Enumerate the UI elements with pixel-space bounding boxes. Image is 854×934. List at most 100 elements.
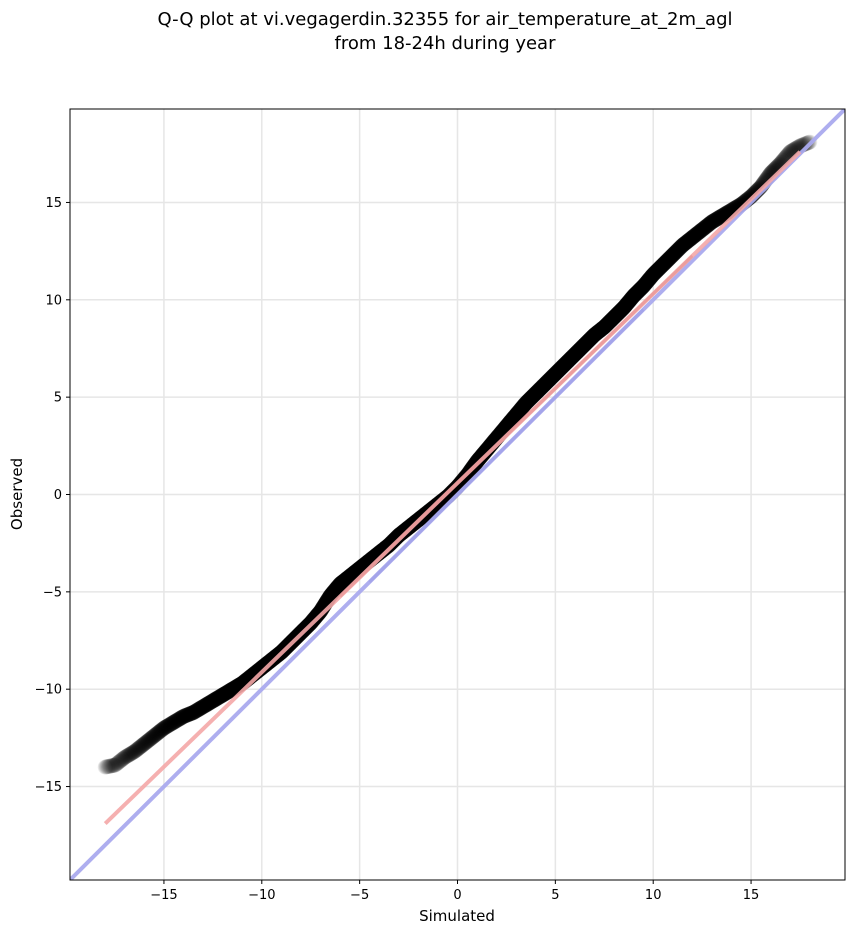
qq-point — [673, 239, 689, 255]
qq-point — [159, 718, 175, 734]
qq-point — [97, 759, 113, 775]
qq-point — [100, 759, 116, 775]
qq-point — [713, 209, 729, 225]
qq-point — [222, 683, 238, 699]
x-axis-label: Simulated — [419, 907, 495, 925]
qq-point — [194, 699, 210, 715]
qq-point — [667, 245, 683, 261]
qq-point — [223, 682, 239, 698]
qq-point — [149, 726, 165, 742]
qq-point — [146, 728, 162, 744]
qq-point — [197, 698, 213, 714]
qq-point — [683, 231, 699, 247]
qq-point — [216, 686, 232, 702]
qq-point — [171, 711, 187, 727]
qq-point — [702, 215, 718, 231]
qq-point — [220, 684, 236, 700]
qq-point — [715, 207, 731, 223]
qq-point — [114, 752, 130, 768]
qq-point — [125, 744, 141, 760]
qq-point — [142, 731, 158, 747]
qq-point — [205, 693, 221, 709]
qq-point — [687, 228, 703, 244]
qq-point — [153, 722, 169, 738]
qq-point — [99, 759, 115, 775]
qq-point — [183, 706, 199, 722]
x-tick-label: 15 — [743, 888, 760, 903]
qq-point — [184, 705, 200, 721]
qq-point — [115, 751, 131, 767]
chart-title: Q-Q plot at vi.vegagerdin.32355 for air_… — [0, 8, 854, 56]
qq-point — [648, 264, 664, 280]
qq-point — [179, 707, 195, 723]
qq-point — [220, 684, 236, 700]
qq-point — [662, 250, 678, 266]
qq-point — [121, 747, 137, 763]
y-tick-label: 5 — [54, 391, 62, 406]
qq-point — [155, 721, 171, 737]
qq-point — [118, 748, 134, 764]
qq-point — [150, 725, 166, 741]
qq-point — [655, 257, 671, 273]
qq-point — [657, 255, 673, 271]
qq-point — [213, 688, 229, 704]
qq-point — [196, 698, 212, 714]
qq-point — [206, 692, 222, 708]
qq-point — [158, 719, 174, 735]
qq-point — [224, 682, 240, 698]
qq-point — [676, 236, 692, 252]
qq-point — [123, 745, 139, 761]
y-tick-label: −10 — [35, 683, 62, 698]
qq-point — [693, 222, 709, 238]
qq-point — [107, 757, 123, 773]
qq-point — [140, 732, 156, 748]
qq-point — [693, 223, 709, 239]
qq-point — [684, 230, 700, 245]
qq-point — [189, 702, 205, 718]
qq-point — [143, 731, 159, 747]
qq-point — [649, 262, 665, 278]
qq-point — [132, 739, 148, 755]
qq-point — [167, 713, 183, 729]
qq-point — [653, 259, 669, 275]
qq-point — [219, 685, 235, 701]
qq-point — [186, 704, 202, 720]
qq-point — [131, 740, 147, 756]
qq-point — [190, 702, 206, 718]
qq-point — [664, 248, 680, 264]
qq-points — [97, 134, 818, 775]
identity-line — [70, 109, 845, 880]
qq-point — [708, 211, 724, 227]
qq-point — [692, 224, 708, 240]
chart-title-line-2: from 18-24h during year — [334, 33, 556, 54]
qq-point — [173, 710, 189, 726]
qq-point — [109, 756, 125, 772]
qq-point — [211, 689, 227, 705]
qq-point — [103, 758, 119, 774]
qq-point — [141, 732, 157, 748]
qq-point — [161, 717, 177, 733]
qq-point — [690, 225, 706, 241]
qq-point — [209, 690, 225, 706]
qq-point — [225, 681, 241, 697]
qq-point — [659, 253, 675, 269]
qq-point — [201, 695, 217, 711]
x-tick-label: 0 — [453, 888, 461, 903]
qq-point — [158, 719, 174, 735]
qq-point — [215, 687, 231, 703]
qq-point — [701, 217, 717, 233]
qq-point — [192, 701, 208, 717]
qq-point — [670, 242, 686, 258]
qq-point — [712, 209, 728, 225]
qq-point — [654, 258, 670, 274]
qq-point — [644, 268, 660, 284]
qq-point — [694, 222, 710, 238]
qq-point — [135, 737, 151, 753]
qq-point — [187, 704, 203, 720]
qq-point — [671, 241, 687, 257]
qq-point — [665, 247, 681, 263]
qq-point — [214, 688, 230, 704]
qq-point — [193, 700, 209, 716]
qq-point — [651, 261, 667, 277]
qq-point — [704, 214, 720, 230]
